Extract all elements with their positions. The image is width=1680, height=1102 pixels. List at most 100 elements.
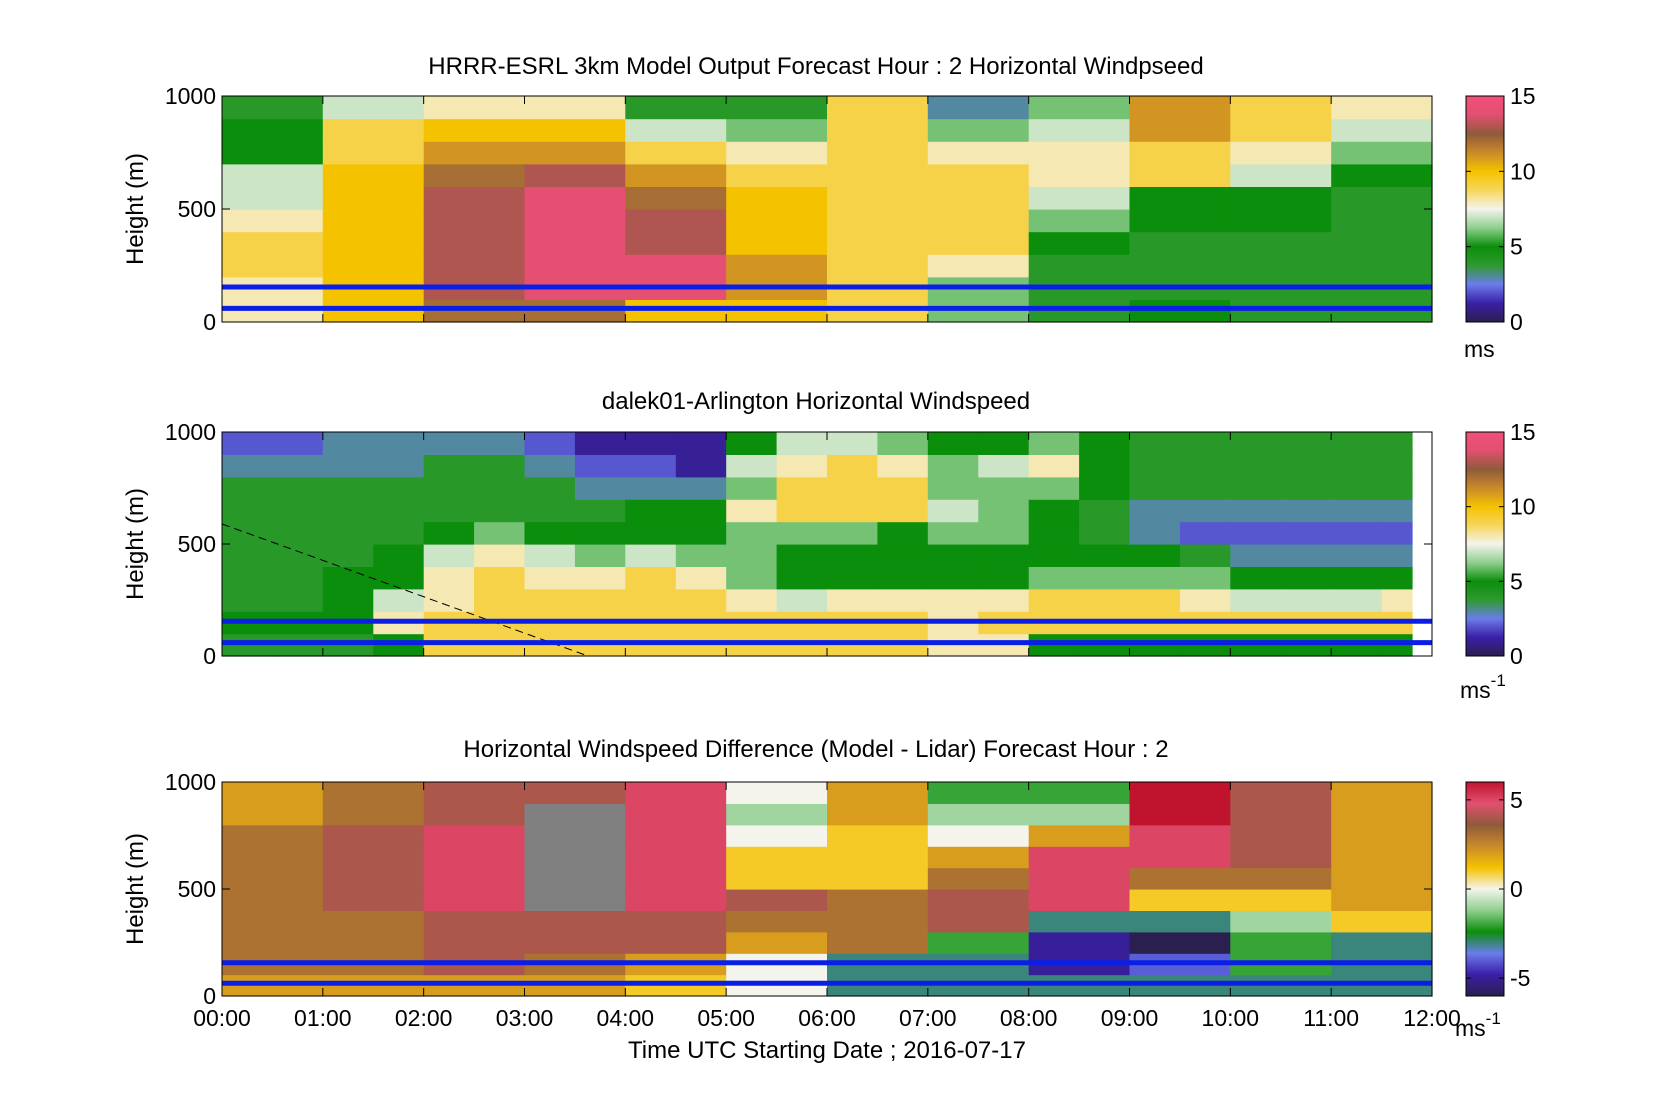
heatmap-cell [927,566,979,590]
heatmap-cell [222,96,324,120]
heatmap-cell [1028,588,1080,612]
heatmap-cell [1129,931,1231,954]
heatmap-cell [625,566,677,590]
heatmap-cell [1230,254,1332,278]
heatmap-cell [524,254,626,278]
heatmap-cell [1129,782,1231,804]
colorbar-tick-label: 5 [1510,234,1523,260]
heatmap-cell [726,186,828,210]
heatmap-cell [978,454,1030,478]
panel1-y-ticks: 0 500 1000 [165,83,1432,335]
heatmap-cell [675,521,727,545]
heatmap-cell [877,476,929,500]
heatmap-cell [625,432,677,455]
heatmap-cell [1129,96,1231,120]
heatmap-cell [1230,209,1332,233]
heatmap-cell [978,432,1030,455]
heatmap-cell [1331,931,1433,954]
heatmap-cell [222,432,273,455]
heatmap-cell [1028,231,1131,255]
heatmap-cell [726,254,828,278]
heatmap-cell [726,454,778,478]
heatmap-cell [927,432,979,455]
heatmap-cell [927,499,979,523]
heatmap-cell [222,254,324,278]
heatmap-cell [222,499,273,523]
heatmap-cell [1129,521,1181,545]
heatmap-cell [625,299,727,323]
colorbar-tick-label: 0 [1510,876,1523,902]
heatmap-cell [322,299,425,323]
heatmap-cell [1331,782,1433,804]
heatmap-cell [1230,454,1282,478]
panel3-colorbar-unit: ms-1 [1455,1009,1501,1041]
heatmap-cell [1230,910,1332,933]
colorbar-tick-label: 15 [1510,419,1536,445]
heatmap-cell [373,588,425,612]
heatmap-cell [726,141,828,165]
heatmap-cell [1028,931,1131,954]
colorbar-tick-label: 5 [1510,568,1523,594]
heatmap-cell [322,867,425,890]
heatmap-cell [877,499,929,523]
heatmap-cell [827,432,878,455]
heatmap-cell [1331,566,1383,590]
heatmap-cell [222,588,273,612]
heatmap-cell [222,141,324,165]
heatmap-cell [927,209,1030,233]
heatmap-cell [1028,521,1080,545]
heatmap-cell [524,454,576,478]
heatmap-cell [1230,566,1282,590]
heatmap-cell [625,118,727,142]
heatmap-cell [1230,118,1332,142]
heatmap-cell [1129,803,1231,826]
heatmap-cell [1179,588,1231,612]
heatmap-cell [574,566,626,590]
heatmap-cell [423,96,526,120]
heatmap-cell [373,499,425,523]
heatmap-cell [675,566,727,590]
heatmap-cell [524,889,626,911]
heatmap-cell [1179,544,1231,567]
panel3-y-axis-label: Height (m) [122,833,149,945]
lidar-windspeed-panel: dalek01-Arlington Horizontal Windspeed 0… [122,388,1536,703]
heatmap-cell [574,454,626,478]
heatmap-cell [726,209,828,233]
heatmap-cell [222,476,273,500]
panel1-x-ticks [221,96,1433,322]
y-tick-label: 0 [203,983,216,1009]
heatmap-cell [1028,454,1080,478]
heatmap-cell [1280,476,1332,500]
heatmap-cell [1230,824,1332,847]
heatmap-cell [827,544,878,567]
heatmap-cell [322,521,374,545]
panel1-colorbar-frame [1465,95,1505,323]
heatmap-cell [827,782,929,804]
heatmap-cell [827,186,929,210]
heatmap-cell [423,867,526,890]
x-tick-label: 04:00 [597,1005,655,1031]
heatmap-cell [1230,96,1332,120]
heatmap-cell [272,499,324,523]
y-tick-label: 500 [178,876,216,902]
heatmap-cell [1230,186,1332,210]
x-tick-label: 11:00 [1303,1005,1359,1031]
heatmap-cell [1230,588,1282,612]
heatmap-cell [776,544,828,567]
panel1-colorbar [1466,96,1504,322]
heatmap-cell [877,454,929,478]
heatmap-cell [423,254,526,278]
panel2-colorbar-unit: ms-1 [1460,671,1506,703]
panel2-heatmap [222,432,1413,657]
x-tick-label: 07:00 [899,1005,957,1031]
panel2-colorbar-unit-base: ms [1460,677,1491,703]
heatmap-cell [726,231,828,255]
heatmap-cell [625,588,677,612]
heatmap-cell [927,231,1030,255]
panel2-reference-lines [222,618,1432,646]
heatmap-cell [1079,432,1131,455]
heatmap-cell [776,432,828,455]
heatmap-cell [625,209,727,233]
heatmap-cell [524,141,626,165]
heatmap-cell [322,141,425,165]
